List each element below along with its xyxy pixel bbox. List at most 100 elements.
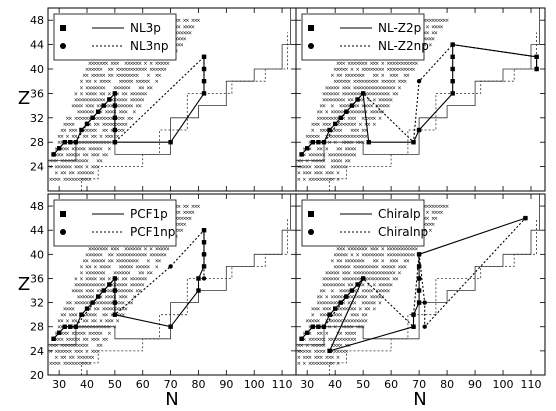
nuclide-mark: × — [308, 165, 312, 171]
nuclide-mark: × — [121, 98, 125, 104]
nuclide-mark: × — [121, 270, 125, 276]
nuclide-mark: × — [330, 73, 334, 79]
nuclide-mark: × — [74, 159, 78, 165]
y-tick-label: 48 — [30, 14, 44, 27]
nuclide-mark: × — [353, 276, 357, 282]
x-tick-label: 50 — [356, 378, 370, 391]
nuclide-mark: × — [60, 152, 64, 158]
nuclide-mark: × — [339, 289, 343, 295]
nuclide-mark: × — [322, 122, 326, 128]
nuclide-mark: × — [127, 246, 131, 252]
x-tick-label: 110 — [521, 378, 542, 391]
nuclide-mark: × — [63, 343, 67, 349]
nuclide-mark: × — [414, 61, 418, 67]
nuclide-mark: × — [77, 343, 81, 349]
nuclide-mark: × — [336, 134, 340, 140]
nuclide-mark: × — [336, 61, 340, 67]
data-point-square — [450, 66, 455, 72]
nuclide-mark: × — [361, 319, 365, 325]
data-point-circle — [112, 276, 118, 281]
nuclide-mark: × — [116, 270, 120, 276]
nuclide-mark: × — [397, 270, 401, 276]
nuclide-mark: × — [85, 134, 89, 140]
nuclide-mark: × — [99, 325, 103, 331]
nuclide-mark: × — [71, 134, 75, 140]
y-tick-label: 36 — [30, 87, 44, 100]
nuclide-mark: × — [299, 159, 303, 165]
nuclide-mark: × — [102, 116, 106, 122]
nuclide-mark: × — [423, 228, 427, 234]
nuclide-mark: × — [104, 295, 108, 301]
nuclide-mark: × — [88, 246, 92, 252]
nuclide-mark: × — [149, 61, 153, 67]
nuclide-mark: × — [347, 331, 351, 337]
data-point-circle — [321, 324, 327, 329]
nuclide-mark: × — [445, 18, 449, 24]
nuclide-mark: × — [319, 110, 323, 116]
nuclide-mark: × — [93, 307, 97, 313]
nuclide-mark: × — [313, 171, 317, 177]
nuclide-mark: × — [316, 159, 320, 165]
nuclide-mark: × — [406, 67, 410, 73]
nuclide-mark: × — [336, 146, 340, 152]
nuclide-mark: × — [319, 343, 323, 349]
nuclide-mark: × — [71, 159, 75, 165]
nuclide-mark: × — [372, 91, 376, 97]
nuclide-mark: × — [77, 349, 81, 355]
nuclide-mark: × — [305, 349, 309, 355]
nuclide-mark: × — [77, 361, 81, 367]
nuclide-mark: × — [146, 79, 150, 85]
nuclide-mark: × — [124, 246, 128, 252]
nuclide-mark: × — [333, 313, 337, 319]
nuclide-mark: × — [358, 307, 362, 313]
nuclide-mark: × — [71, 104, 75, 110]
nuclide-mark: × — [361, 258, 365, 264]
nuclide-mark: × — [138, 252, 142, 258]
nuclide-mark: × — [63, 122, 67, 128]
nuclide-mark: × — [138, 289, 142, 295]
nuclide-mark: × — [180, 43, 184, 49]
nuclide-mark: × — [60, 128, 64, 134]
nuclide-mark: × — [316, 295, 320, 301]
nuclide-mark: × — [339, 165, 343, 171]
nuclide-mark: × — [88, 146, 92, 152]
data-point-circle — [523, 215, 528, 221]
nuclide-mark: × — [386, 264, 390, 270]
nuclide-mark: × — [299, 349, 303, 355]
nuclide-mark: × — [297, 361, 301, 367]
nuclide-mark: × — [135, 289, 139, 295]
nuclide-mark: × — [347, 91, 351, 97]
nuclide-mark: × — [311, 122, 315, 128]
nuclide-mark: × — [182, 37, 186, 43]
nuclide-mark: × — [141, 276, 145, 282]
data-point-circle — [107, 97, 112, 102]
nuclide-mark: × — [369, 79, 373, 85]
nuclide-mark: × — [49, 343, 53, 349]
nuclide-mark: × — [325, 276, 329, 282]
nuclide-mark: × — [308, 319, 312, 325]
nuclide-mark: × — [319, 104, 323, 110]
nuclide-mark: × — [372, 85, 376, 91]
nuclide-mark: × — [116, 246, 120, 252]
nuclide-mark: × — [339, 252, 343, 258]
nuclide-mark: × — [88, 331, 92, 337]
nuclide-mark: × — [311, 319, 315, 325]
nuclide-mark: × — [347, 270, 351, 276]
nuclide-mark: × — [439, 210, 443, 216]
nuclide-mark: × — [90, 171, 94, 177]
nuclide-mark: × — [88, 325, 92, 331]
nuclide-mark: × — [54, 146, 58, 152]
nuclide-mark: × — [132, 98, 136, 104]
nuclide-mark: × — [57, 152, 61, 158]
nuclide-mark: × — [355, 110, 359, 116]
nuclide-mark: × — [79, 325, 83, 331]
nuclide-mark: × — [361, 104, 365, 110]
nuclide-mark: × — [381, 104, 385, 110]
nuclide-mark: × — [319, 289, 323, 295]
nuclide-mark: × — [316, 165, 320, 171]
nuclide-mark: × — [88, 171, 92, 177]
nuclide-mark: × — [386, 98, 390, 104]
nuclide-mark: × — [333, 116, 337, 122]
nuclide-mark: × — [141, 85, 145, 91]
nuclide-mark: × — [350, 122, 354, 128]
